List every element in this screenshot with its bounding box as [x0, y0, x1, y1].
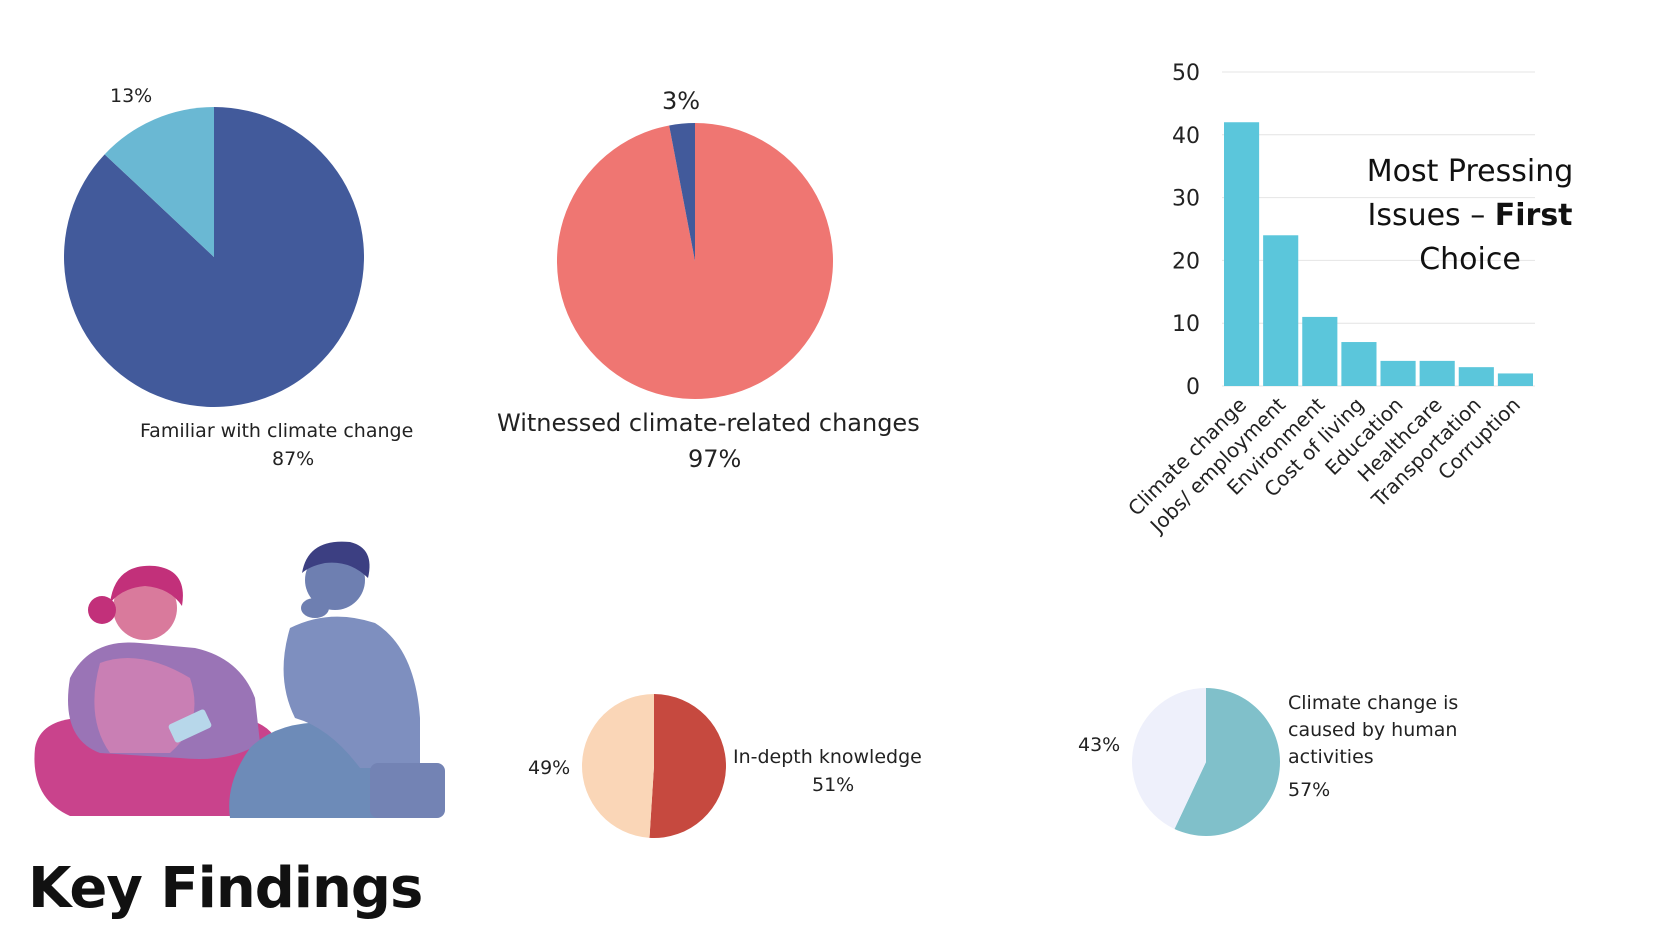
bar-category-label: Climate change	[1123, 393, 1251, 521]
pie1-label: Familiar with climate change	[140, 420, 414, 442]
pie3-small-pct: 49%	[528, 757, 571, 779]
pie4-slice-0	[649, 694, 727, 839]
pie4-pct: 57%	[1288, 779, 1331, 801]
book	[168, 709, 212, 743]
pie1-pct: 87%	[272, 448, 315, 470]
pie3-label: In-depth knowledge	[733, 746, 922, 768]
bar-category-label: Environment	[1222, 392, 1329, 499]
man-shirt	[283, 616, 420, 768]
bar-category-label: Education	[1320, 393, 1407, 480]
bar-2	[1302, 316, 1338, 386]
bar-ytick-label: 20	[1172, 249, 1200, 274]
pie4-label: Climate change is caused by human activi…	[1288, 692, 1459, 768]
bar-4	[1380, 360, 1416, 386]
man-hair	[302, 541, 370, 578]
pie2-small-pct: 3%	[662, 87, 701, 115]
pie5-slice-0	[1174, 688, 1280, 836]
woman-bun	[88, 596, 116, 624]
bar-chart-title: Most Pressing Issues – First Choice	[1366, 154, 1574, 277]
bar-5	[1419, 360, 1455, 386]
bar-category-label: Transportation	[1366, 393, 1486, 513]
bar-0	[1224, 122, 1260, 387]
pie1-slice-0	[63, 107, 365, 407]
pie2-slice-1	[669, 123, 695, 261]
pie4-slice-1	[582, 694, 654, 838]
pie1-small-pct: 13%	[110, 85, 153, 107]
bar-ytick-label: 0	[1186, 375, 1200, 400]
key-findings-title: Key Findings	[28, 856, 423, 921]
bar-3	[1341, 342, 1377, 386]
pie2-pct: 97%	[688, 445, 742, 473]
bar-category-label: Jobs/ employment	[1144, 392, 1290, 538]
pie2-label: Witnessed climate-related changes	[497, 409, 920, 437]
pie4-small-pct: 43%	[1078, 734, 1121, 756]
woman-head	[113, 576, 177, 640]
pie3-pct: 51%	[812, 774, 855, 796]
man-seat	[370, 763, 445, 818]
bar-category-label: Cost of living	[1259, 393, 1368, 502]
bar-category-label: Healthcare	[1353, 393, 1447, 487]
bar-6	[1458, 367, 1494, 386]
pie2-slice-0	[557, 123, 833, 399]
pie1-slice-1	[104, 107, 214, 257]
woman-hair	[110, 565, 183, 606]
bar-7	[1497, 373, 1533, 386]
bar-category-label: Corruption	[1433, 393, 1525, 485]
bar-ytick-label: 40	[1172, 124, 1200, 149]
bar-1	[1263, 235, 1299, 386]
man-hand	[301, 598, 329, 618]
bar-ytick-label: 50	[1172, 61, 1200, 86]
bar-ytick-label: 30	[1172, 187, 1200, 212]
bar-ytick-label: 10	[1172, 312, 1200, 337]
people-reading-illustration	[34, 541, 445, 818]
pie5-slice-1	[1131, 688, 1206, 829]
